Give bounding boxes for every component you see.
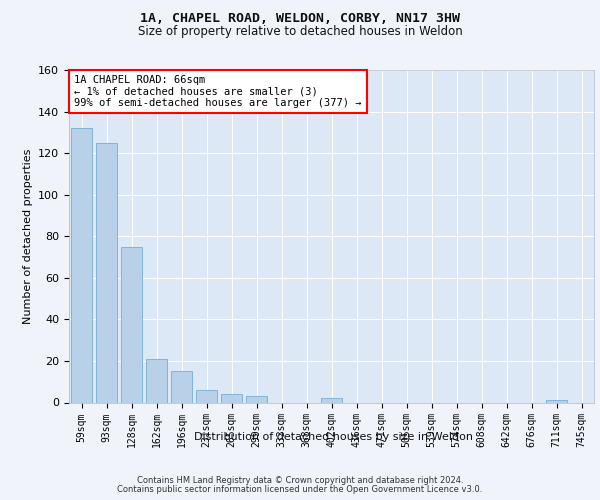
Bar — [196, 390, 217, 402]
Text: Size of property relative to detached houses in Weldon: Size of property relative to detached ho… — [137, 25, 463, 38]
Bar — [321, 398, 342, 402]
Text: Contains public sector information licensed under the Open Government Licence v3: Contains public sector information licen… — [118, 485, 482, 494]
Bar — [96, 142, 117, 402]
Bar — [221, 394, 242, 402]
Y-axis label: Number of detached properties: Number of detached properties — [23, 148, 32, 324]
Text: 1A, CHAPEL ROAD, WELDON, CORBY, NN17 3HW: 1A, CHAPEL ROAD, WELDON, CORBY, NN17 3HW — [140, 12, 460, 26]
Bar — [71, 128, 92, 402]
Bar — [121, 246, 142, 402]
Bar — [546, 400, 567, 402]
Bar — [246, 396, 267, 402]
Bar — [146, 359, 167, 403]
Bar — [171, 372, 192, 402]
Text: Distribution of detached houses by size in Weldon: Distribution of detached houses by size … — [194, 432, 473, 442]
Text: 1A CHAPEL ROAD: 66sqm
← 1% of detached houses are smaller (3)
99% of semi-detach: 1A CHAPEL ROAD: 66sqm ← 1% of detached h… — [74, 75, 362, 108]
Text: Contains HM Land Registry data © Crown copyright and database right 2024.: Contains HM Land Registry data © Crown c… — [137, 476, 463, 485]
